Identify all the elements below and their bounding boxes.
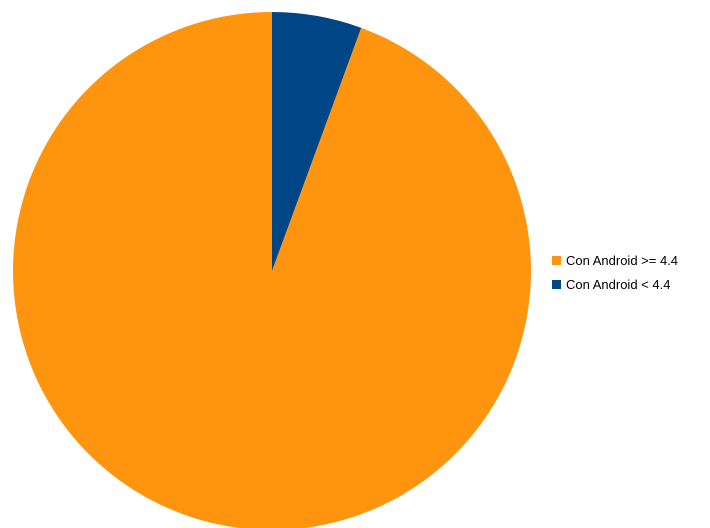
pie-slices: [13, 12, 531, 528]
legend-swatch-android-lt-4-4: [552, 280, 561, 289]
chart-legend: Con Android >= 4.4 Con Android < 4.4: [552, 253, 678, 292]
legend-label-android-lt-4-4: Con Android < 4.4: [566, 277, 670, 292]
legend-item-android-ge-4-4: Con Android >= 4.4: [552, 253, 678, 268]
pie-slice-android-lt-4-4: [272, 12, 362, 271]
legend-swatch-android-ge-4-4: [552, 256, 561, 265]
legend-label-android-ge-4-4: Con Android >= 4.4: [566, 253, 678, 268]
legend-item-android-lt-4-4: Con Android < 4.4: [552, 277, 670, 292]
pie-slice-android-ge-4-4: [13, 12, 531, 528]
